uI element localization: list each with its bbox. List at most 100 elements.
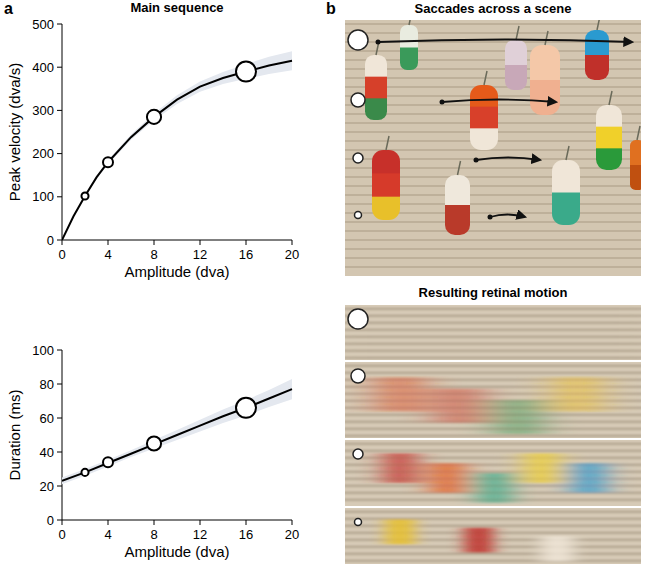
point xyxy=(103,457,113,467)
buoy xyxy=(372,150,400,220)
x-tick xyxy=(292,240,293,245)
x-tick xyxy=(154,520,155,525)
rope xyxy=(458,161,461,175)
buoy-band xyxy=(530,45,560,81)
rope xyxy=(637,126,640,140)
plank-line xyxy=(345,322,641,324)
buoy xyxy=(365,55,387,120)
buoy xyxy=(552,160,580,225)
buoy-band xyxy=(470,85,498,108)
rope xyxy=(516,26,519,40)
plank-line xyxy=(345,239,641,240)
blurred-buoy xyxy=(562,377,592,411)
y-tick xyxy=(57,153,62,154)
x-tick-label: 0 xyxy=(58,527,65,542)
saccade-arrow xyxy=(378,40,632,43)
y-tick-label: 500 xyxy=(32,17,54,32)
blurred-buoy xyxy=(542,536,572,561)
amplitude-circle xyxy=(351,93,365,107)
plank-line xyxy=(345,221,641,222)
y-axis-title: Peak velocity (dva/s) xyxy=(6,63,23,201)
plank-line xyxy=(345,315,641,317)
plank-line xyxy=(345,511,641,513)
x-axis xyxy=(62,520,292,521)
panel-title: Resulting retinal motion xyxy=(419,285,568,300)
saccade-arrow xyxy=(490,215,525,218)
blurred-buoy xyxy=(479,473,509,503)
rope xyxy=(566,146,569,160)
x-tick xyxy=(200,240,201,245)
scene xyxy=(345,20,641,276)
plank-line xyxy=(345,308,641,310)
x-tick xyxy=(246,520,247,525)
error-band xyxy=(62,51,292,240)
error-band xyxy=(62,379,292,484)
y-tick-label: 100 xyxy=(32,189,54,204)
y-tick xyxy=(57,384,62,385)
blurred-buoy xyxy=(503,400,533,434)
plank-line xyxy=(345,230,641,231)
line xyxy=(62,389,292,481)
figure: Main sequence0100200300400500048121620Am… xyxy=(0,0,646,568)
buoy-band xyxy=(630,140,641,166)
x-axis-title: Amplitude (dva) xyxy=(124,263,229,280)
blurred xyxy=(345,308,641,359)
plank-line xyxy=(345,443,641,445)
x-tick-label: 4 xyxy=(104,527,111,542)
buoy-band xyxy=(470,128,498,150)
buoy-band xyxy=(365,98,387,120)
saccade-start xyxy=(440,100,445,105)
buoy xyxy=(530,45,560,115)
amplitude-circle xyxy=(353,449,363,459)
buoy-band xyxy=(372,173,400,197)
saccade-start xyxy=(488,215,493,220)
y-tick xyxy=(57,486,62,487)
buoy-band xyxy=(400,48,418,71)
y-axis-title: Duration (ms) xyxy=(6,390,23,481)
buoy xyxy=(585,30,609,80)
wood xyxy=(345,305,641,360)
buoy-band xyxy=(552,160,580,194)
plank-line xyxy=(345,23,641,24)
y-tick xyxy=(57,350,62,351)
y-tick-label: 0 xyxy=(47,233,54,248)
plot-data xyxy=(62,51,292,240)
plank-line xyxy=(345,336,641,338)
amplitude-circle xyxy=(351,369,365,383)
saccade-start xyxy=(474,158,479,163)
point xyxy=(81,469,88,476)
rope xyxy=(597,20,600,30)
motion-strip xyxy=(345,362,641,438)
chart: Main sequence0100200300400500048121620Am… xyxy=(6,0,299,280)
buoy-band xyxy=(530,80,560,115)
buoy-band xyxy=(365,77,387,100)
x-tick xyxy=(62,520,63,525)
plank-line xyxy=(345,357,641,359)
rope xyxy=(545,31,548,45)
blurred-buoy xyxy=(444,389,474,423)
buoy-band xyxy=(552,193,580,226)
buoy xyxy=(596,105,622,170)
wood xyxy=(345,20,641,276)
saccade-start xyxy=(376,40,381,45)
point xyxy=(147,110,161,124)
blurred-buoy xyxy=(385,377,415,411)
blurred xyxy=(345,365,641,437)
plank-line xyxy=(345,350,641,352)
amplitude-circle xyxy=(348,30,368,50)
plank-line xyxy=(345,365,641,367)
rope xyxy=(484,71,487,85)
x-tick-label: 4 xyxy=(104,247,111,262)
y-tick xyxy=(57,240,62,241)
plank-line xyxy=(345,435,641,437)
plank-line xyxy=(345,266,641,267)
y-tick-label: 400 xyxy=(32,60,54,75)
rope xyxy=(609,91,612,105)
plot-data xyxy=(62,379,292,484)
amplitude-circle xyxy=(353,153,363,163)
y-tick-label: 200 xyxy=(32,146,54,161)
buoy-band xyxy=(372,197,400,220)
panel-letter: b xyxy=(326,0,336,17)
x-tick-label: 20 xyxy=(285,527,299,542)
x-tick xyxy=(246,240,247,245)
